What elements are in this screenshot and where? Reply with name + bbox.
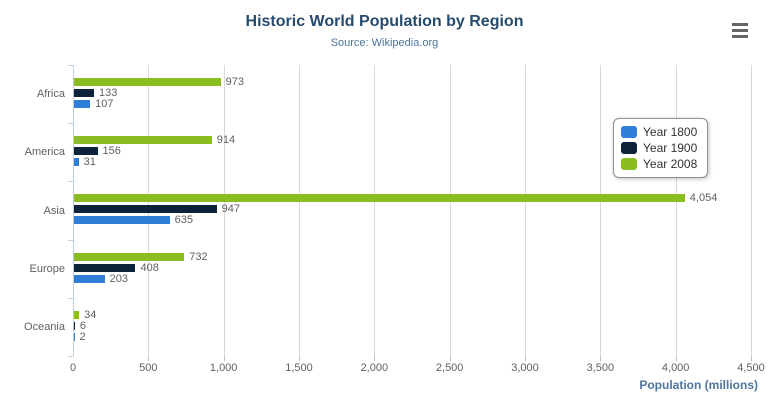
x-axis-tick-label: 2,000: [360, 362, 389, 374]
bar-value-label: 203: [109, 272, 128, 285]
bar-europe-year-1900: [74, 263, 136, 272]
bar-value-label: 408: [140, 261, 159, 274]
gridline: [751, 65, 752, 356]
bar-africa-year-2008: [74, 78, 221, 86]
hamburger-menu-icon: [732, 29, 748, 32]
legend-item-year-1900[interactable]: Year 1900: [621, 140, 697, 156]
hamburger-menu-icon: [732, 23, 748, 26]
x-axis-tick-label: 3,000: [511, 362, 539, 374]
axis-tick: [449, 356, 451, 361]
bar-africa-year-1900: [74, 89, 95, 97]
legend: Year 1800 Year 1900 Year 2008: [613, 118, 709, 178]
hamburger-menu-icon: [732, 35, 748, 38]
bar-value-label: 107: [95, 98, 114, 110]
gridline: [675, 65, 677, 356]
bar-value-label: 635: [174, 214, 194, 227]
bar-value-label: 31: [83, 156, 96, 169]
category-axis-tick: [68, 297, 73, 299]
legend-label: Year 1800: [643, 125, 698, 139]
chart-context-menu-button[interactable]: [732, 22, 750, 39]
chart-subtitle: Source: Wikipedia.org: [330, 37, 439, 49]
bar-value-label: 732: [189, 250, 208, 263]
x-axis-tick-label: 0: [69, 362, 77, 374]
x-axis-title: Population (millions): [639, 378, 758, 392]
bar-america-year-1800: [74, 158, 79, 167]
category-axis-tick: [68, 65, 73, 66]
legend-swatch-icon: [621, 126, 637, 138]
category-label: America: [24, 146, 65, 159]
category-label: Oceania: [24, 320, 65, 333]
bar-value-label: 2: [79, 330, 86, 343]
category-axis-tick: [68, 181, 73, 183]
axis-tick: [600, 356, 602, 361]
x-axis-tick-label: 4,000: [661, 362, 690, 374]
bar-africa-year-1800: [74, 100, 91, 108]
bar-oceania-year-2008: [74, 310, 80, 319]
bar-america-year-2008: [74, 136, 212, 145]
x-axis-tick-label: 3,500: [586, 362, 615, 374]
x-axis-tick-label: 1,000: [209, 362, 238, 374]
bar-asia-year-1800: [74, 216, 170, 225]
gridline: [223, 65, 225, 356]
bar-value-label: 34: [84, 308, 97, 321]
axis-tick: [374, 356, 376, 361]
gridline: [449, 65, 451, 356]
bar-asia-year-2008: [74, 194, 685, 203]
axis-tick: [525, 356, 526, 361]
gridline: [374, 65, 376, 356]
legend-swatch-icon: [621, 142, 637, 154]
chart-title: Historic World Population by Region: [245, 13, 524, 30]
bar-value-label: 156: [102, 145, 121, 158]
gridline: [299, 65, 300, 356]
category-label: Europe: [29, 262, 65, 275]
legend-swatch-icon: [621, 158, 637, 170]
axis-tick: [223, 356, 225, 361]
y-axis-line: [73, 65, 74, 356]
bar-europe-year-2008: [74, 252, 185, 261]
bar-america-year-1900: [74, 147, 98, 156]
legend-label: Year 2008: [643, 157, 698, 171]
bar-asia-year-1900: [74, 205, 217, 214]
axis-tick: [675, 356, 677, 361]
bar-value-label: 914: [216, 134, 236, 147]
category-axis-tick: [68, 239, 73, 241]
gridline: [525, 65, 526, 356]
axis-tick: [148, 356, 150, 361]
bar-oceania-year-1800: [74, 332, 75, 341]
category-axis-tick: [68, 356, 73, 357]
bar-value-label: 133: [99, 87, 118, 99]
gridline: [600, 65, 602, 356]
x-axis-tick-label: 1,500: [285, 362, 313, 374]
x-axis-tick-label: 2,500: [435, 362, 464, 374]
bar-europe-year-1800: [74, 274, 105, 283]
category-axis-tick: [68, 123, 73, 125]
bar-value-label: 973: [225, 76, 244, 88]
legend-item-year-2008[interactable]: Year 2008: [621, 156, 697, 172]
legend-item-year-1800[interactable]: Year 1800: [621, 124, 697, 140]
legend-label: Year 1900: [643, 141, 698, 155]
bar-value-label: 6: [79, 319, 87, 332]
axis-tick: [299, 356, 300, 361]
x-axis-tick-label: 500: [139, 362, 158, 374]
bar-value-label: 4,054: [689, 192, 718, 205]
bar-oceania-year-1900: [74, 321, 75, 330]
axis-tick: [751, 356, 752, 361]
x-axis-tick-label: 4,500: [737, 362, 765, 374]
category-label: Africa: [36, 88, 65, 101]
bar-value-label: 947: [221, 203, 241, 216]
category-label: Asia: [43, 204, 65, 217]
